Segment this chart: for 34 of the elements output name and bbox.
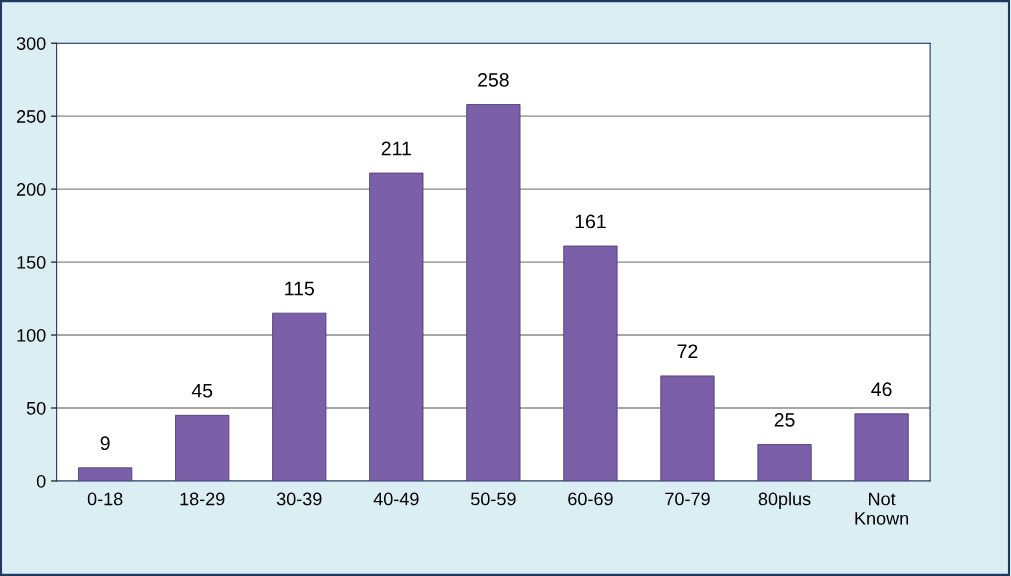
y-tick-label: 100: [17, 328, 46, 342]
data-label: 25: [774, 412, 795, 427]
y-tick-label: 250: [16, 110, 46, 123]
bar: [78, 467, 133, 481]
x-tick-label: 80plus: [758, 492, 811, 509]
data-label: 115: [285, 281, 314, 296]
bar: [660, 375, 715, 481]
bar: [466, 104, 521, 481]
y-tick-label: 200: [16, 183, 46, 196]
x-tick-label: 0-18: [87, 492, 123, 506]
data-label: 258: [478, 72, 509, 87]
y-tick-label: 0: [36, 474, 46, 488]
x-tick-label: 50-59: [471, 492, 516, 506]
x-tick-label: 30-39: [276, 492, 322, 506]
x-tick-label: Not Known: [855, 492, 909, 525]
y-tick-label: 300: [16, 37, 46, 50]
y-tick-label: 50: [26, 401, 46, 415]
bar: [175, 414, 230, 481]
bar: [757, 444, 812, 481]
data-label: 46: [871, 382, 892, 397]
x-tick-label: 18-29: [180, 492, 225, 506]
bar: [369, 172, 424, 481]
x-tick-label: 70-79: [665, 492, 710, 506]
data-label: 45: [191, 384, 213, 398]
data-label: 211: [381, 141, 411, 156]
data-label: 161: [575, 214, 606, 229]
data-label: 72: [677, 344, 698, 358]
bar: [854, 413, 909, 481]
bar: [563, 245, 618, 481]
x-tick-label: 60-69: [568, 492, 613, 506]
x-tick-label: 40-49: [373, 492, 419, 506]
data-label: 9: [100, 436, 110, 451]
y-tick-label: 150: [17, 256, 46, 269]
bar: [272, 312, 327, 481]
